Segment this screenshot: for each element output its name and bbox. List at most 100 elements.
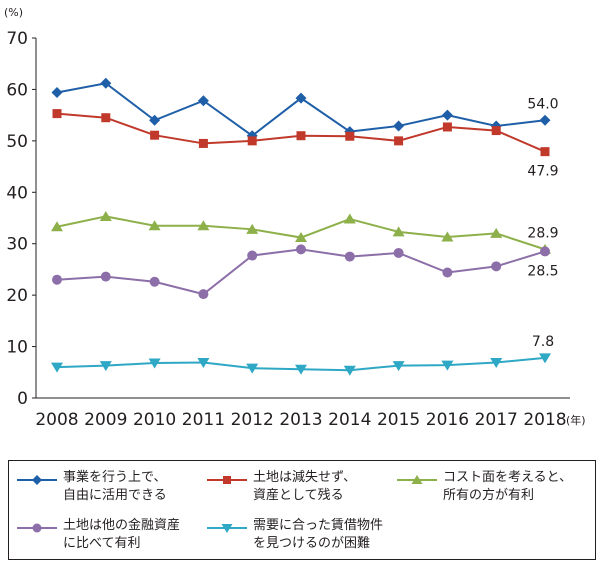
data-point — [32, 475, 42, 485]
legend-item-4: 土地は他の金融資産 に比べて有利 — [15, 517, 180, 553]
legend-label-2: 土地は減失せず、 資産として残る — [253, 470, 357, 503]
data-point — [343, 213, 356, 224]
y-tick-label: 50 — [6, 132, 28, 152]
line-chart: (%) (年) 0 10 20 30 40 50 60 70 2008 2009 2010 2011 2… — [4, 6, 586, 430]
legend-item-1: 事業を行う上で、 自由に活用できる — [15, 469, 167, 505]
y-tick-label: 10 — [6, 338, 28, 358]
x-tick-label: 2013 — [279, 410, 322, 430]
data-label: 47.9 — [527, 164, 558, 180]
x-tick-label: 2016 — [426, 410, 469, 430]
data-point — [540, 147, 550, 157]
data-point — [491, 126, 501, 136]
y-tick-label: 60 — [6, 80, 28, 100]
data-point — [51, 87, 63, 99]
data-point — [540, 246, 550, 257]
data-label: 54.0 — [527, 96, 558, 112]
data-point — [99, 361, 112, 372]
data-point — [392, 361, 405, 372]
data-point — [246, 363, 259, 374]
data-point — [343, 365, 356, 376]
x-tick-label: 2010 — [133, 410, 176, 430]
series-line — [56, 248, 546, 296]
data-label: 28.9 — [527, 225, 558, 241]
data-point — [101, 113, 111, 123]
legend-item-2: 土地は減失せず、 資産として残る — [205, 469, 356, 505]
x-unit-label: (年) — [566, 413, 586, 427]
x-tick-label: 2012 — [231, 410, 274, 430]
data-point — [344, 251, 355, 262]
data-point — [197, 358, 210, 369]
data-point — [441, 109, 453, 121]
data-point — [394, 136, 404, 146]
series-2 — [52, 109, 550, 157]
data-point — [99, 210, 112, 221]
x-tick-label: 2018 — [523, 410, 566, 430]
legend-marker-triangle-up — [397, 475, 437, 484]
data-point — [51, 221, 63, 232]
data-point — [197, 95, 209, 107]
data-point — [539, 114, 551, 126]
series-layer — [51, 77, 551, 376]
data-point — [441, 360, 454, 371]
x-tick-label: 2017 — [475, 410, 518, 430]
data-labels: 54.0 47.9 28.9 28.5 7.8 — [527, 96, 558, 350]
legend-marker-triangle-down — [207, 524, 247, 533]
data-point — [490, 227, 503, 238]
data-point — [393, 120, 405, 132]
legend: 事業を行う上で、 自由に活用できる 土地は減失せず、 資産として残る コスト面を… — [8, 460, 596, 560]
data-point — [150, 130, 160, 140]
series-5 — [51, 353, 551, 376]
legend-label-1: 事業を行う上で、 自由に活用できる — [63, 470, 167, 503]
axes: 0 10 20 30 40 50 60 70 2008 2009 2010 2011 2012 2013 2… — [6, 29, 570, 430]
y-tick-label: 0 — [17, 389, 28, 409]
legend-label-5: 需要に合った賃借物件 を見つけるのが困難 — [253, 518, 384, 551]
data-point — [295, 364, 307, 375]
data-point — [198, 138, 208, 148]
data-point — [197, 220, 210, 231]
series-1 — [51, 77, 551, 142]
data-point — [32, 523, 42, 533]
data-point — [223, 476, 231, 484]
data-point — [247, 250, 258, 261]
y-tick-label: 30 — [6, 235, 28, 255]
data-point — [490, 358, 503, 369]
data-point — [100, 77, 112, 89]
y-unit-label: (%) — [4, 6, 23, 19]
data-point — [247, 136, 257, 146]
legend-item-5: 需要に合った賃借物件 を見つけるのが困難 — [205, 517, 383, 553]
series-4 — [52, 244, 550, 300]
x-tick-label: 2008 — [35, 410, 78, 430]
data-point — [221, 524, 233, 533]
data-label: 7.8 — [532, 334, 554, 350]
y-tick-label: 20 — [6, 286, 28, 306]
legend-marker-circle — [17, 523, 57, 533]
data-point — [539, 353, 551, 364]
x-tick-label: 2014 — [328, 410, 371, 430]
data-label: 28.5 — [527, 263, 558, 279]
data-point — [296, 131, 306, 141]
data-point — [295, 92, 307, 104]
data-point — [148, 220, 161, 231]
data-point — [295, 232, 307, 243]
data-point — [246, 223, 259, 234]
legend-label-4: 土地は他の金融資産 に比べて有利 — [63, 518, 181, 551]
data-point — [392, 226, 405, 237]
data-point — [52, 109, 62, 119]
data-point — [100, 271, 111, 282]
data-point — [441, 231, 454, 242]
data-point — [393, 247, 404, 258]
legend-label-3: コスト面を考えると、 所有の方が有利 — [443, 470, 573, 503]
x-tick-label: 2011 — [182, 410, 225, 430]
legend-marker-diamond — [17, 475, 57, 485]
data-point — [442, 267, 453, 278]
x-tick-label: 2009 — [84, 410, 127, 430]
y-tick-label: 40 — [6, 183, 28, 203]
data-point — [52, 274, 62, 285]
data-point — [149, 276, 160, 287]
y-tick-label: 70 — [6, 29, 28, 49]
data-point — [345, 131, 355, 141]
data-point — [148, 358, 161, 369]
data-point — [491, 261, 502, 272]
x-tick-label: 2015 — [377, 410, 420, 430]
legend-item-3: コスト面を考えると、 所有の方が有利 — [395, 469, 572, 505]
